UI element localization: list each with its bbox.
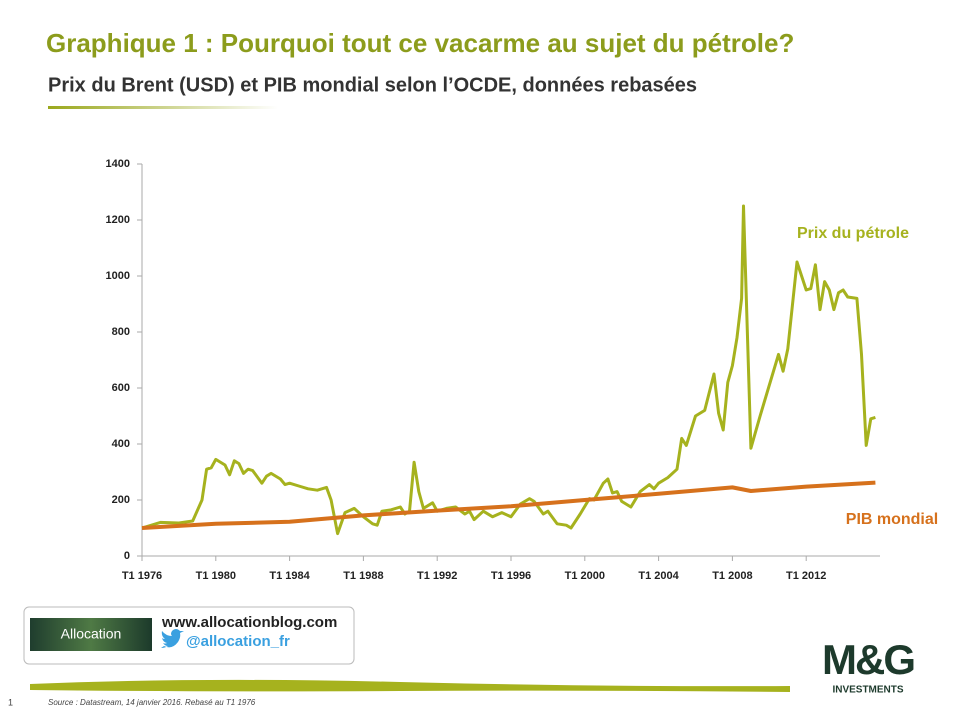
series-label: PIB mondial — [846, 511, 938, 528]
y-tick-label: 1000 — [106, 270, 130, 282]
brand-sub: INVESTMENTS — [832, 685, 903, 696]
x-tick-label: T1 1996 — [491, 570, 531, 582]
brand: M&G — [822, 636, 914, 683]
y-tick-label: 0 — [124, 550, 130, 562]
brush-stroke — [30, 679, 790, 692]
x-tick-label: T1 2000 — [565, 570, 605, 582]
title: Graphique 1 : Pourquoi tout ce vacarme a… — [46, 28, 794, 58]
underline — [48, 106, 278, 109]
subtitle: Prix du Brent (USD) et PIB mondial selon… — [48, 74, 697, 96]
logo-image — [30, 618, 152, 651]
y-tick-label: 1400 — [106, 158, 130, 170]
page-number: 1 — [8, 697, 13, 707]
x-tick-label: T1 1980 — [196, 570, 236, 582]
logo-text: Allocation — [61, 626, 122, 642]
series-line — [141, 204, 876, 536]
y-tick-label: 1200 — [106, 214, 130, 226]
website: www.allocationblog.com — [161, 614, 337, 631]
y-tick-label: 600 — [112, 382, 130, 394]
x-tick-label: T1 2008 — [712, 570, 752, 582]
y-tick-label: 200 — [112, 494, 130, 506]
series-label: Prix du pétrole — [797, 225, 909, 242]
series-line — [141, 480, 876, 530]
x-tick-label: T1 2004 — [638, 570, 679, 582]
x-tick-label: T1 1976 — [122, 570, 162, 582]
y-tick-label: 800 — [112, 326, 130, 338]
y-tick-label: 400 — [112, 438, 130, 450]
x-tick-label: T1 1992 — [417, 570, 457, 582]
x-tick-label: T1 1988 — [343, 570, 383, 582]
source: Source : Datastream, 14 janvier 2016. Re… — [48, 698, 256, 707]
plot: 0 200 400 600 800 1000 1200 1400 T1 1976 T1 1980 T… — [106, 158, 939, 582]
twitter: @allocation_fr — [186, 633, 290, 650]
twitter-icon — [161, 629, 184, 648]
x-tick-label: T1 1984 — [269, 570, 310, 582]
x-tick-label: T1 2012 — [786, 570, 826, 582]
